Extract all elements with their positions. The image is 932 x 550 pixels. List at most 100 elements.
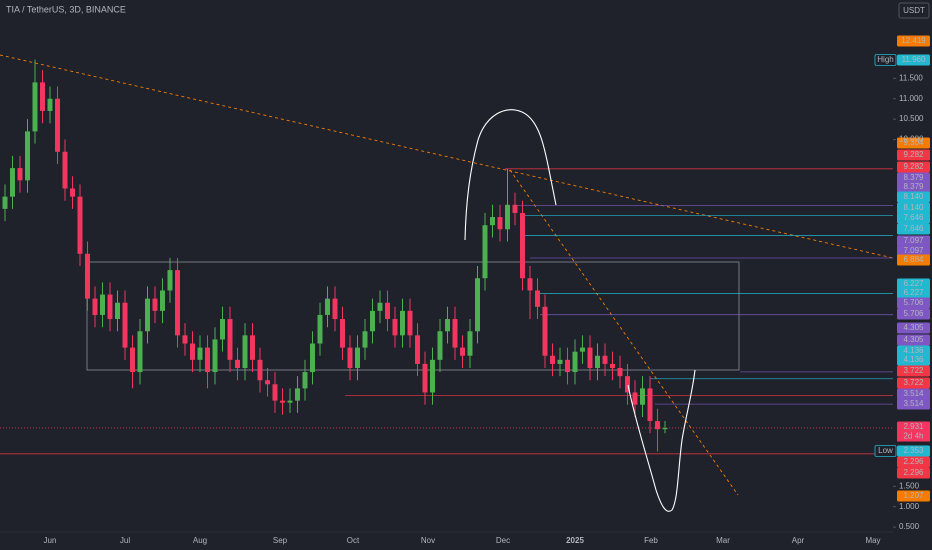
currency-box[interactable] xyxy=(898,2,930,19)
candle-body xyxy=(47,98,53,111)
candle-body xyxy=(55,98,60,152)
price-tag-label: 4.136 xyxy=(903,346,924,355)
candle-body xyxy=(467,331,473,356)
price-tag xyxy=(897,445,930,457)
candle-body xyxy=(62,151,68,189)
candle-body xyxy=(130,347,135,373)
price-tag xyxy=(897,149,930,161)
candle-body xyxy=(377,302,383,311)
price-tag xyxy=(897,223,930,235)
price-tag xyxy=(897,245,930,257)
price-tag-label: 8.140 xyxy=(903,203,924,212)
price-tag xyxy=(897,254,930,266)
x-tick-label: Dec xyxy=(496,536,510,545)
candle-body xyxy=(580,347,585,352)
x-tick-label: Jun xyxy=(44,536,57,545)
price-tag xyxy=(897,490,930,502)
price-tag xyxy=(897,377,930,389)
price-tag xyxy=(897,345,930,357)
hand-drawing xyxy=(627,369,696,512)
candle-body xyxy=(175,270,180,336)
candle-body xyxy=(32,82,38,132)
price-tag xyxy=(897,334,930,346)
price-tag-label: 8.140 xyxy=(903,192,924,201)
price-tag xyxy=(897,212,930,224)
candle-body xyxy=(100,294,105,315)
price-tag-label: 9.304 xyxy=(903,138,924,147)
candle-body xyxy=(617,367,623,377)
x-tick-label: Nov xyxy=(421,536,435,545)
candle-body xyxy=(70,188,75,197)
candle-body xyxy=(295,388,300,401)
price-tag-label: 8.379 xyxy=(903,182,924,191)
candle-body xyxy=(625,376,630,393)
price-tag-name: Low xyxy=(878,446,893,455)
price-tag xyxy=(897,172,930,184)
candle-body xyxy=(415,335,420,364)
candle-body xyxy=(392,319,398,336)
candle-body xyxy=(355,347,360,368)
trend-line xyxy=(509,169,739,496)
currency[interactable]: USDT xyxy=(903,6,925,15)
price-tag xyxy=(897,322,930,334)
price-tag-label: 6.227 xyxy=(903,288,924,297)
y-tick-label: 0.500 xyxy=(899,522,920,531)
price-tag xyxy=(897,278,930,290)
price-tag xyxy=(897,308,930,320)
chart-title: TIA / TetherUS, 3D, BINANCE xyxy=(6,4,126,14)
price-tag-label: 5.706 xyxy=(903,298,924,307)
candle-body xyxy=(497,217,503,230)
candle-body xyxy=(490,217,495,226)
candle-body xyxy=(325,298,330,315)
price-tag-name: High xyxy=(877,55,893,64)
candle-body xyxy=(287,400,293,403)
candle-body xyxy=(542,306,548,356)
candle-body xyxy=(482,225,488,279)
candle-body xyxy=(452,319,458,348)
candle-body xyxy=(205,347,210,373)
candle-body xyxy=(565,359,570,373)
x-tick-label: Oct xyxy=(347,536,360,545)
candle-body xyxy=(317,314,323,344)
x-tick-label: Sep xyxy=(273,536,288,545)
candle-body xyxy=(302,372,308,389)
candle-body xyxy=(197,347,203,360)
price-tag-label: 6.884 xyxy=(903,255,924,264)
y-tick-label: 1.000 xyxy=(899,502,920,511)
price-tag xyxy=(897,398,930,410)
candle-body xyxy=(445,319,450,332)
price-tag-label: 11.960 xyxy=(902,55,926,64)
price-tag xyxy=(897,202,930,214)
candle-body xyxy=(92,298,98,315)
candle-body xyxy=(182,335,188,344)
price-tag xyxy=(897,137,930,149)
candle-body xyxy=(10,168,15,197)
hand-drawing xyxy=(464,109,557,241)
candle-body xyxy=(220,319,225,340)
price-tag-name-box xyxy=(874,445,897,457)
price-tag xyxy=(897,191,930,203)
price-tag xyxy=(897,388,930,400)
x-tick-label: Mar xyxy=(716,536,730,545)
price-tag-label: 2.353 xyxy=(903,446,924,455)
price-tag xyxy=(897,365,930,377)
candle-body xyxy=(407,310,413,336)
candle-body xyxy=(505,204,510,230)
candle-body xyxy=(460,347,465,356)
y-tick-label: 11.000 xyxy=(899,94,923,103)
price-tag-label: 5.706 xyxy=(903,309,924,318)
price-tag-label: 8.379 xyxy=(903,173,924,182)
candle-body xyxy=(190,343,195,360)
candle-body xyxy=(347,347,353,368)
price-tag-label: 3.514 xyxy=(903,399,924,408)
candle-body xyxy=(280,400,285,403)
price-tag-label: 4.305 xyxy=(903,323,924,332)
candle-body xyxy=(257,359,263,381)
candle-body xyxy=(362,331,368,348)
candle-body xyxy=(370,310,375,332)
candle-body xyxy=(437,331,443,360)
candle-body xyxy=(512,204,518,213)
candle-body xyxy=(212,339,218,373)
